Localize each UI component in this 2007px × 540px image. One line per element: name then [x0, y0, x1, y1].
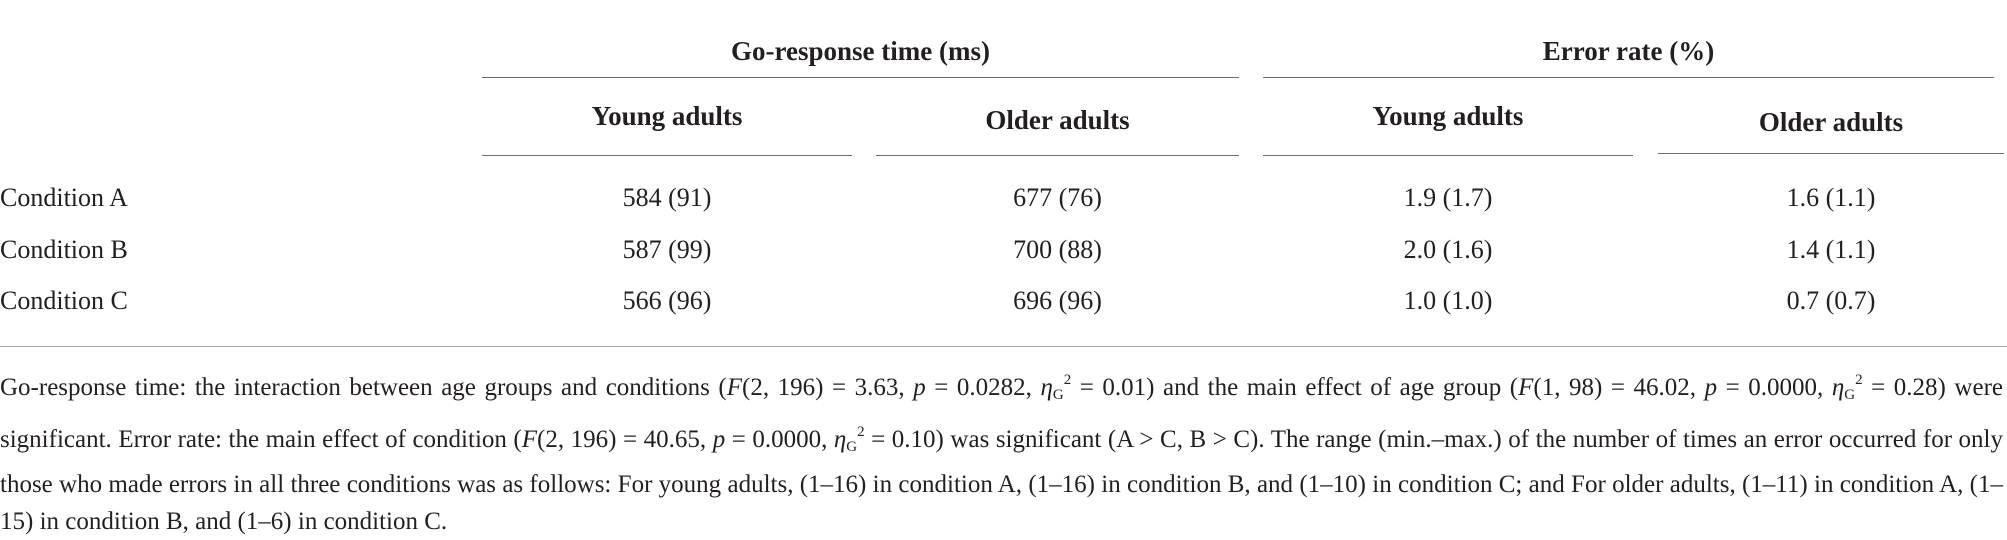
cell-b-older-rt: 700 (88)	[1013, 235, 1102, 264]
subheader-older-rt: Older adults	[985, 105, 1130, 135]
table-bottom-rule	[0, 346, 2007, 347]
group-header-error-rate: Error rate (%)	[1542, 36, 1715, 66]
cell-a-young-er: 1.9 (1.7)	[1403, 183, 1493, 212]
cell-b-young-er: 2.0 (1.6)	[1403, 235, 1493, 264]
row-label-condition-b: Condition B	[0, 235, 128, 264]
subheader-rule-young-er	[1263, 155, 1633, 156]
cell-a-older-er: 1.6 (1.1)	[1786, 183, 1876, 212]
cell-c-young-er: 1.0 (1.0)	[1403, 286, 1493, 315]
subheader-rule-older-rt	[876, 155, 1239, 156]
cell-b-older-er: 1.4 (1.1)	[1786, 235, 1876, 264]
subheader-rule-older-er	[1658, 153, 2004, 154]
row-label-condition-c: Condition C	[0, 286, 128, 315]
row-label-condition-a: Condition A	[0, 183, 128, 212]
subheader-young-rt: Young adults	[591, 101, 743, 131]
group-header-response-time: Go-response time (ms)	[731, 36, 990, 66]
subheader-rule-young-rt	[482, 155, 852, 156]
cell-c-young-rt: 566 (96)	[622, 286, 712, 315]
cell-c-older-er: 0.7 (0.7)	[1786, 286, 1876, 315]
table-footnote: Go-response time: the interaction betwee…	[0, 372, 2004, 535]
cell-b-young-rt: 587 (99)	[622, 235, 712, 264]
group-rule-error-rate	[1263, 77, 1994, 78]
cell-a-young-rt: 584 (91)	[622, 183, 712, 212]
group-rule-response-time	[482, 77, 1239, 78]
cell-a-older-rt: 677 (76)	[1013, 183, 1102, 212]
subheader-young-er: Young adults	[1372, 101, 1524, 131]
subheader-older-er: Older adults	[1758, 107, 1904, 137]
cell-c-older-rt: 696 (96)	[1013, 286, 1102, 315]
